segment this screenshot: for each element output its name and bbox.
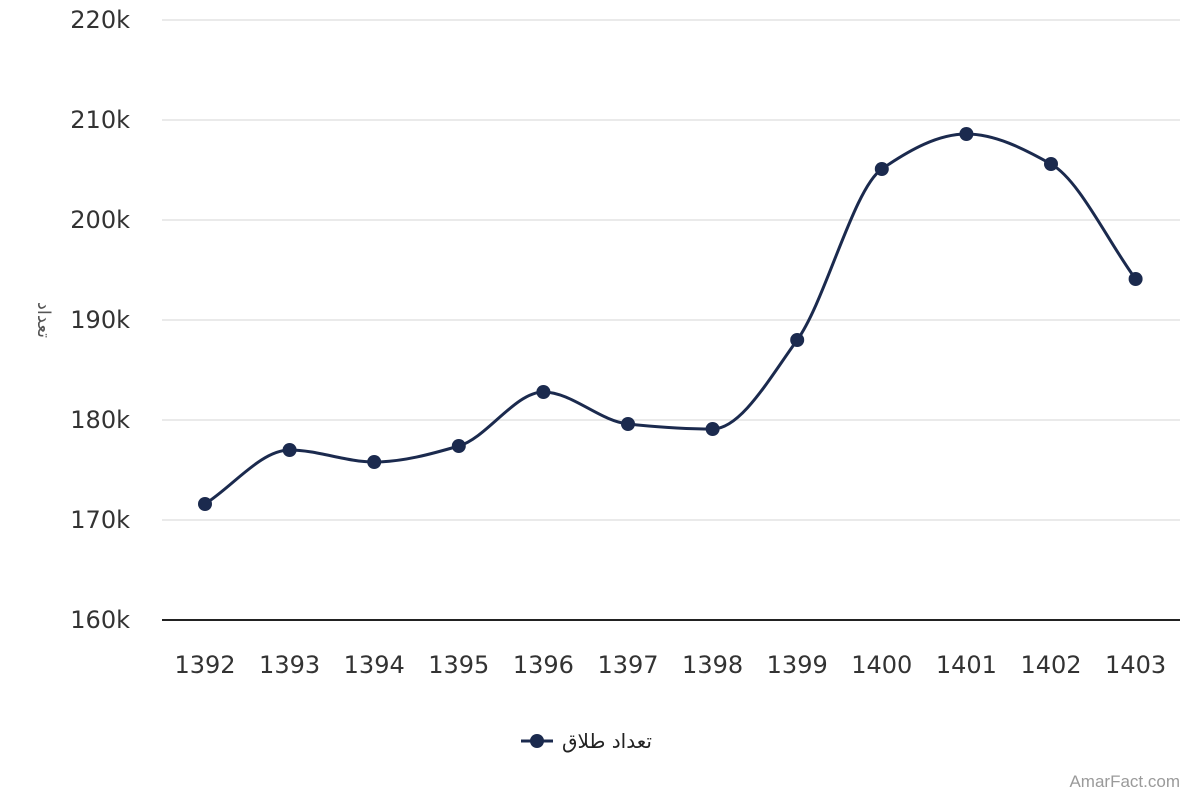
x-tick-label: 1396 [513,651,574,679]
y-tick-label: 210k [70,106,130,134]
gridlines [162,19,1180,521]
data-point[interactable] [1044,157,1058,171]
data-point[interactable] [790,333,805,347]
data-point[interactable] [1128,272,1143,286]
legend[interactable]: تعداد طلاق [521,729,652,753]
legend-label: تعداد طلاق [562,729,652,753]
x-tick-label: 1392 [174,651,235,679]
x-tick-label: 1402 [1020,651,1081,679]
x-tick-labels: 1392 1393 1394 1395 1396 1397 1398 1399 1400 1401… [174,651,1166,679]
data-point[interactable] [705,422,720,436]
x-tick-label: 1394 [344,651,405,679]
legend-dot-marker [530,734,544,748]
x-tick-label: 1399 [767,651,828,679]
data-point[interactable] [282,443,297,457]
x-tick-label: 1401 [936,651,997,679]
y-axis-title: تعداد [33,302,54,338]
credit-watermark: AmarFact.com [1069,772,1180,791]
data-point[interactable] [874,162,889,176]
x-tick-label: 1400 [851,651,912,679]
data-point[interactable] [536,385,551,399]
y-tick-label: 220k [70,6,130,34]
y-tick-label: 190k [70,306,130,334]
x-tick-label: 1397 [597,651,658,679]
series-points [198,127,1143,511]
y-tick-label: 180k [70,406,130,434]
y-tick-label: 160k [70,606,130,634]
x-tick-label: 1403 [1105,651,1166,679]
series-line [204,132,1137,506]
data-point[interactable] [198,497,212,511]
y-tick-label: 170k [70,506,130,534]
x-tick-label: 1398 [682,651,743,679]
x-tick-label: 1395 [428,651,489,679]
data-point[interactable] [959,127,974,141]
data-point[interactable] [621,417,635,431]
y-tick-label: 200k [70,206,130,234]
y-tick-labels: 160k 170k 180k 190k 200k 210k 220k [70,6,130,634]
data-point[interactable] [451,439,466,453]
x-tick-label: 1393 [259,651,320,679]
data-point[interactable] [367,455,382,469]
